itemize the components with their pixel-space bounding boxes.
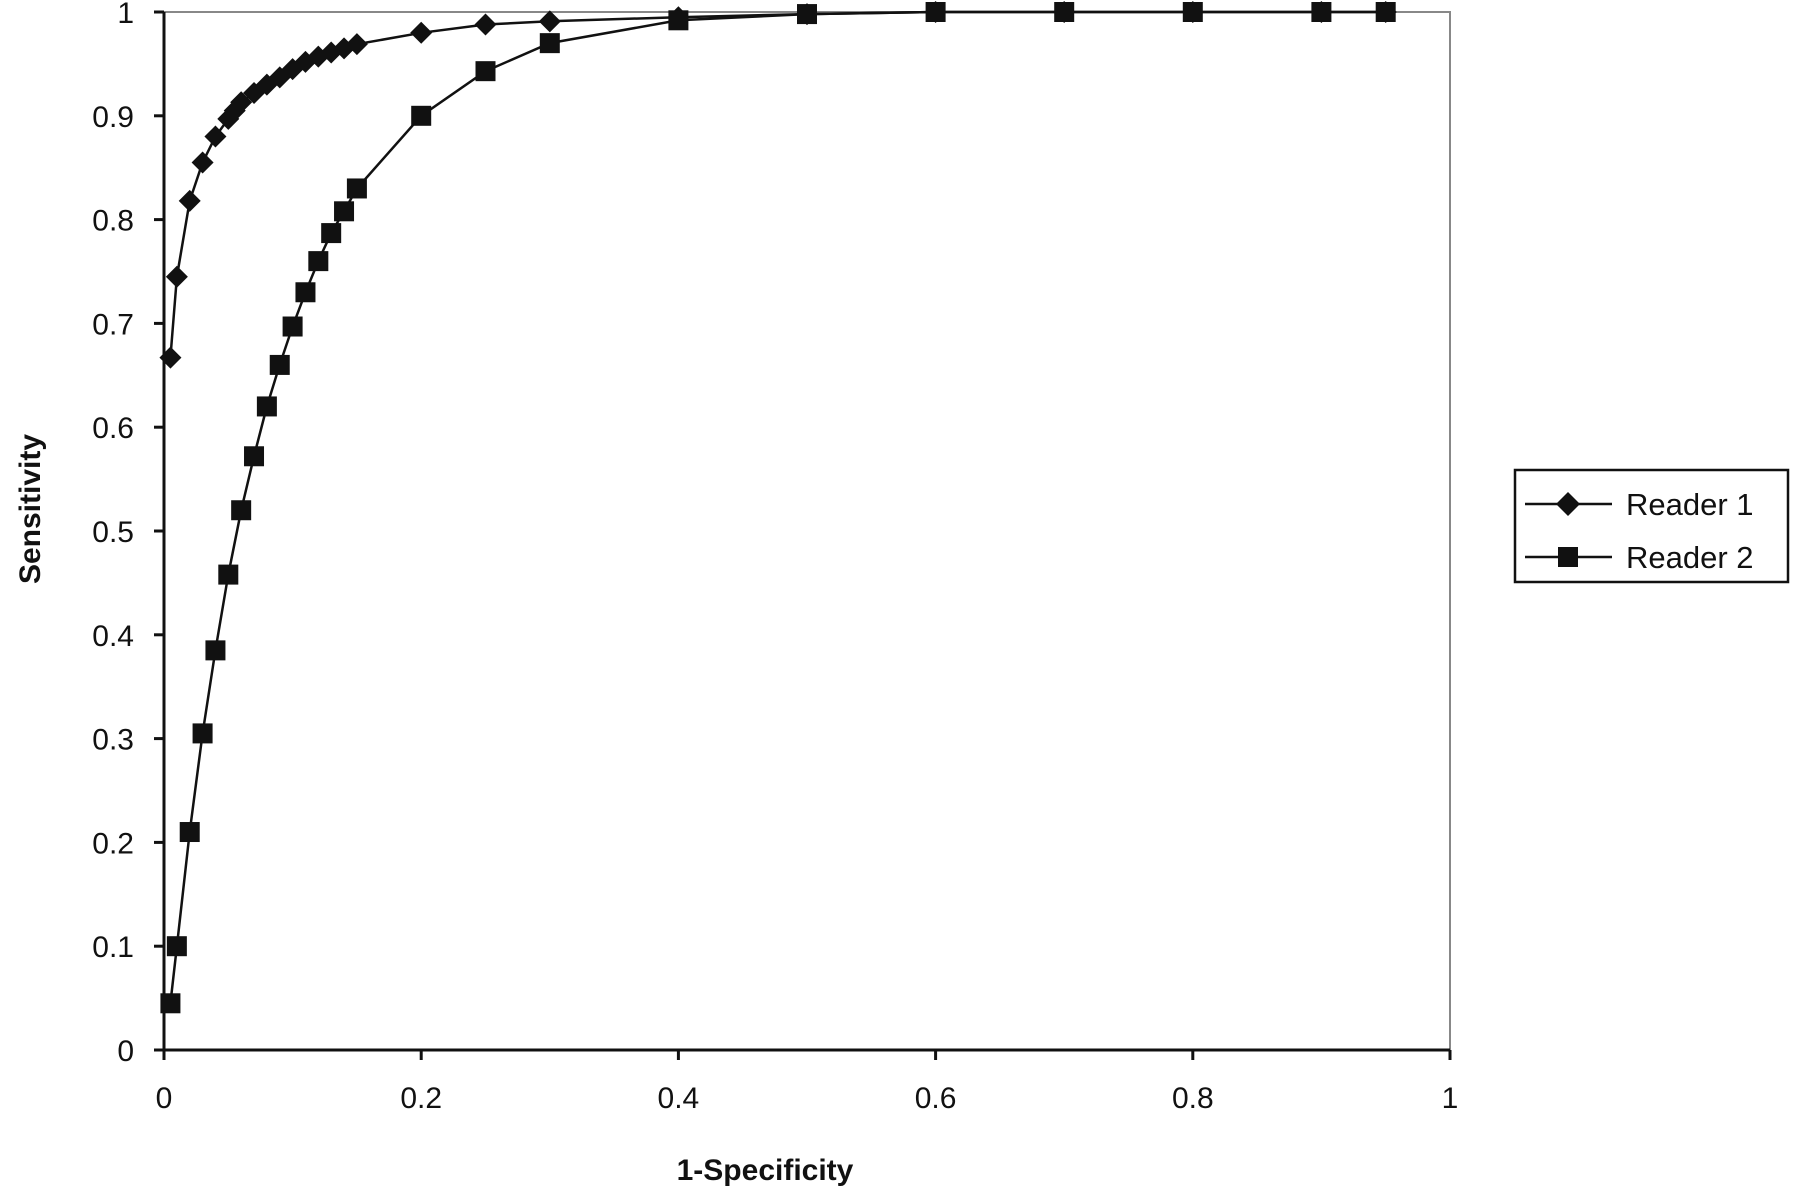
data-point-square	[269, 354, 290, 375]
y-tick-label: 0.4	[92, 620, 134, 653]
x-tick-label: 0.4	[658, 1082, 700, 1115]
y-tick-label: 0.3	[92, 724, 134, 757]
y-tick-label: 0.7	[92, 308, 134, 341]
data-point-square	[1375, 2, 1396, 22]
data-point-square	[179, 822, 200, 843]
data-point-square	[1182, 2, 1203, 22]
axes: 0 0.1 0.2 0.3 0.4 0.5 0.6 0.7 0.8 0.9 1 0 0.2 0.4 0.6 0…	[92, 0, 1458, 1115]
data-point-square	[192, 723, 213, 744]
y-tick-label: 0.5	[92, 516, 134, 549]
x-tick-label: 0.2	[400, 1082, 442, 1115]
data-point-square	[475, 61, 496, 82]
data-point-square	[244, 446, 265, 467]
series-reader-2	[160, 2, 1396, 1014]
data-point-square	[308, 251, 329, 272]
data-point-diamond	[410, 21, 433, 44]
x-axis-title: 1-Specificity	[677, 1154, 854, 1187]
data-point-square	[539, 33, 560, 54]
y-tick-label: 0.8	[92, 205, 134, 238]
x-tick-label: 1	[1442, 1082, 1459, 1115]
data-point-diamond	[165, 265, 188, 288]
data-point-square	[295, 282, 316, 303]
data-point-square	[256, 396, 277, 417]
data-point-square	[1054, 2, 1075, 22]
data-point-diamond	[538, 10, 561, 33]
y-tick-label: 1	[117, 0, 134, 30]
y-tick-label: 0.1	[92, 931, 134, 964]
legend-label-reader-2: Reader 2	[1626, 540, 1754, 575]
data-point-diamond	[474, 13, 497, 36]
data-point-square	[668, 10, 689, 31]
data-point-square	[282, 316, 303, 337]
data-point-square	[346, 178, 367, 199]
x-tick-label: 0	[156, 1082, 173, 1115]
data-point-square	[231, 500, 252, 521]
legend-marker-diamond-icon	[1556, 492, 1580, 516]
legend-marker-square-icon	[1558, 547, 1578, 567]
data-point-square	[334, 201, 355, 222]
data-point-diamond	[204, 125, 227, 148]
data-point-square	[166, 936, 187, 957]
y-tick-label: 0	[117, 1035, 134, 1068]
legend: Reader 1 Reader 2	[1513, 468, 1790, 584]
data-point-diamond	[191, 151, 214, 174]
data-point-square	[411, 105, 432, 126]
data-point-diamond	[230, 91, 253, 114]
series-line	[169, 10, 1386, 1004]
data-point-square	[1311, 2, 1332, 22]
data-point-square	[321, 223, 342, 244]
data-point-diamond	[159, 346, 182, 369]
y-tick-label: 0.6	[92, 412, 134, 445]
data-point-square	[218, 564, 239, 585]
data-point-square	[925, 2, 946, 22]
x-tick-label: 0.8	[1172, 1082, 1214, 1115]
data-point-square	[797, 4, 817, 25]
x-tick-label: 0.6	[915, 1082, 957, 1115]
series-layer	[159, 1, 1397, 1014]
legend-label-reader-1: Reader 1	[1626, 487, 1754, 522]
y-tick-label: 0.9	[92, 101, 134, 134]
y-axis-title: Sensitivity	[14, 434, 47, 584]
data-point-diamond	[345, 33, 368, 56]
data-point-square	[205, 640, 226, 661]
data-point-square	[160, 993, 181, 1014]
data-point-diamond	[178, 189, 201, 212]
plot-area	[163, 11, 1451, 1051]
y-tick-label: 0.2	[92, 827, 134, 860]
